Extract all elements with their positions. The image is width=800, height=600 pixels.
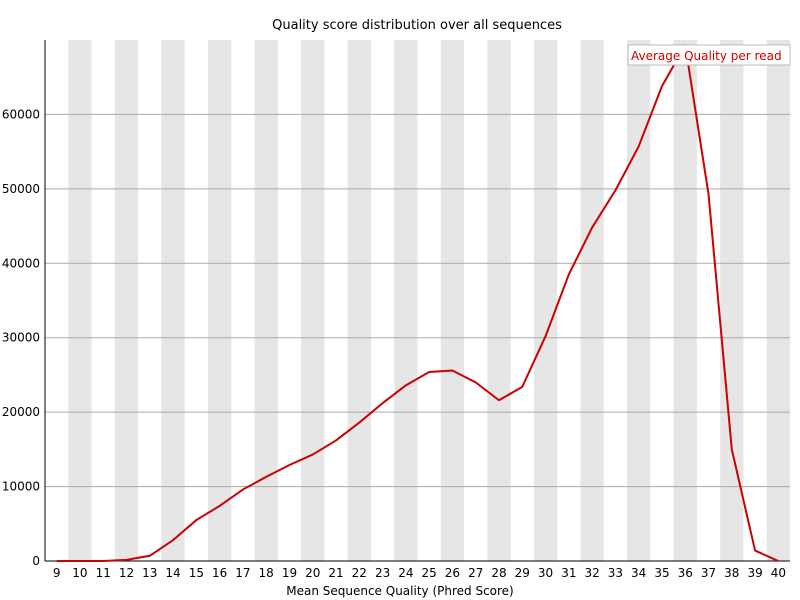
bg-stripe: [347, 40, 371, 561]
bg-stripe: [627, 40, 651, 561]
y-tick-label: 50000: [2, 182, 40, 196]
bg-stripe: [161, 40, 185, 561]
legend-box: [627, 44, 791, 66]
y-tick-label: 10000: [2, 480, 40, 494]
x-tick-label: 28: [491, 566, 506, 580]
bg-stripe: [394, 40, 418, 561]
x-tick-labels: 9 10 11 12 13 14 15 16 17 18 19 20 21 22 23 24 25 26 27 28 2…: [53, 566, 786, 580]
x-tick-label: 40: [771, 566, 786, 580]
horizontal-gridlines: [45, 113, 790, 488]
x-tick-label: 26: [445, 566, 460, 580]
bg-stripe: [254, 40, 278, 561]
x-tick-label: 10: [72, 566, 87, 580]
x-tick-label: 30: [538, 566, 553, 580]
series-lines: [56, 44, 779, 562]
bg-stripe: [68, 40, 92, 561]
bg-stripe: [766, 40, 790, 561]
x-tick-label: 38: [724, 566, 739, 580]
x-tick-label: 22: [352, 566, 367, 580]
bg-stripe: [720, 40, 744, 561]
x-tick-label: 23: [375, 566, 390, 580]
axes: [44, 40, 790, 562]
x-tick-label: 12: [119, 566, 134, 580]
bg-stripe: [487, 40, 511, 561]
bg-stripe: [580, 40, 604, 561]
x-tick-label: 18: [259, 566, 274, 580]
bg-stripe: [114, 40, 139, 561]
y-tick-label: 0: [32, 554, 40, 568]
x-tick-label: 37: [701, 566, 716, 580]
x-tick-label: 29: [515, 566, 530, 580]
x-tick-label: 35: [654, 566, 669, 580]
bg-stripe: [440, 40, 465, 561]
y-tick-labels: 0 10000 20000 30000 40000 50000 60000: [2, 107, 40, 568]
x-tick-label: 34: [631, 566, 646, 580]
bg-stripe: [301, 40, 325, 561]
x-tick-label: 31: [561, 566, 576, 580]
x-tick-label: 33: [608, 566, 623, 580]
x-tick-label: 39: [747, 566, 762, 580]
x-tick-label: 24: [398, 566, 413, 580]
x-tick-label: 17: [235, 566, 250, 580]
x-tick-label: 16: [212, 566, 227, 580]
x-axis-label: Mean Sequence Quality (Phred Score): [286, 584, 514, 598]
x-tick-label: 11: [96, 566, 111, 580]
x-tick-label: 19: [282, 566, 297, 580]
legend-entry: Average Quality per read: [631, 49, 782, 63]
x-tick-label: 32: [584, 566, 599, 580]
bg-stripe: [673, 40, 697, 561]
bg-stripe: [533, 40, 558, 561]
y-tick-label: 30000: [2, 331, 40, 345]
x-tick-label: 20: [305, 566, 320, 580]
x-tick-label: 25: [422, 566, 437, 580]
x-tick-label: 15: [189, 566, 204, 580]
background-stripes: [68, 40, 790, 561]
x-tick-label: 14: [165, 566, 180, 580]
legend: Average Quality per read: [627, 44, 791, 66]
x-tick-label: 27: [468, 566, 483, 580]
y-tick-label: 60000: [2, 107, 40, 121]
y-tick-label: 20000: [2, 405, 40, 419]
x-tick-label: 13: [142, 566, 157, 580]
x-tick-label: 36: [678, 566, 693, 580]
chart-title: Quality score distribution over all sequ…: [272, 18, 562, 33]
x-tick-label: 9: [53, 566, 61, 580]
series-line: [56, 44, 779, 562]
bg-stripe: [207, 40, 232, 561]
y-tick-label: 40000: [2, 256, 40, 270]
x-tick-label: 21: [328, 566, 343, 580]
